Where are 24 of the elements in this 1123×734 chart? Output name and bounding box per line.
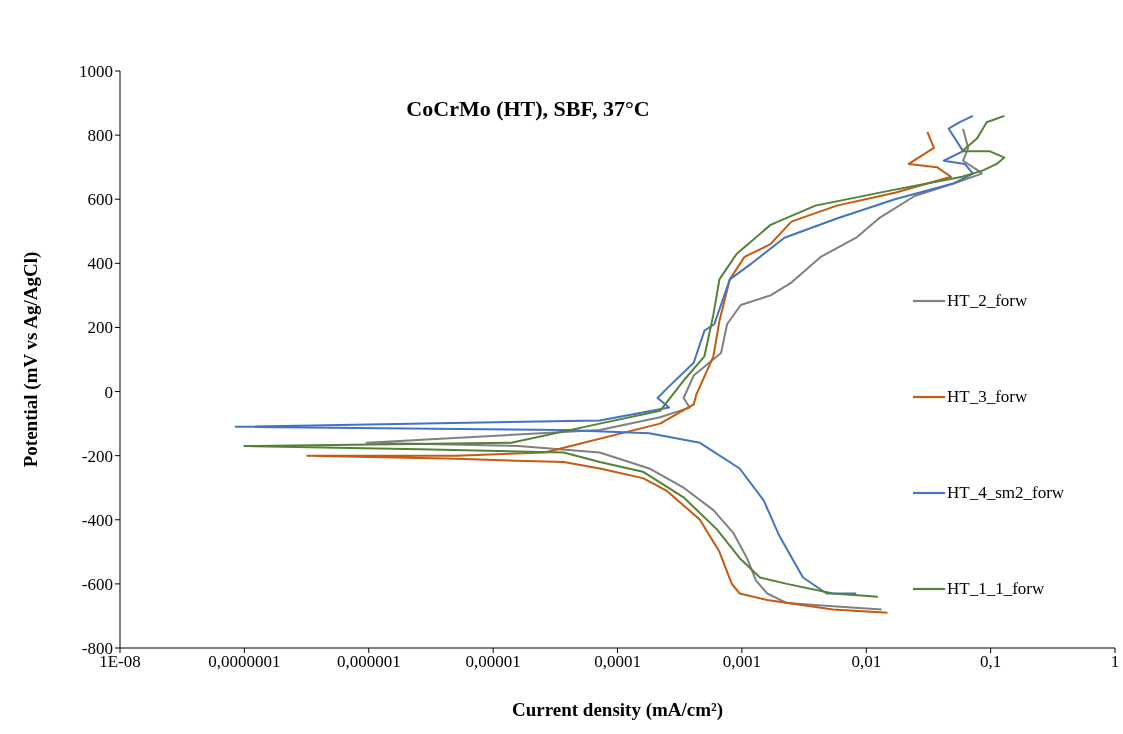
legend-label: HT_4_sm2_forw (947, 483, 1065, 503)
y-tick-label: 0 (104, 382, 113, 402)
y-tick-label: -600 (81, 574, 113, 594)
y-tick-label: -400 (81, 510, 113, 530)
x-tick-label: 0,001 (722, 652, 761, 672)
x-tick-label: 1 (1110, 652, 1120, 672)
x-axis-title: Current density (mA/cm²) (511, 699, 724, 721)
x-tick-label: 0,0001 (594, 652, 641, 672)
x-tick-label: 0,0000001 (208, 652, 281, 672)
y-tick-label: 800 (87, 126, 113, 146)
y-tick-label: 200 (87, 318, 113, 338)
legend-label: HT_1_1_forw (947, 579, 1045, 599)
y-tick-label: 400 (87, 254, 113, 274)
legend-label: HT_3_forw (947, 387, 1028, 407)
legend-label: HT_2_forw (947, 291, 1028, 311)
y-tick-label: 1000 (79, 62, 113, 82)
text: CoCrMo (HT), SBF, 37°C (405, 96, 651, 122)
x-tick-label: 0,000001 (336, 652, 401, 672)
x-tick-label: 0,1 (980, 652, 1002, 672)
x-tick-label: 0,00001 (465, 652, 521, 672)
y-tick-label: -200 (81, 446, 113, 466)
y-axis-title: Potential (mV vs Ag/AgCl) (19, 251, 42, 468)
x-tick-label: 0,01 (851, 652, 882, 672)
y-tick-label: 600 (87, 190, 113, 210)
